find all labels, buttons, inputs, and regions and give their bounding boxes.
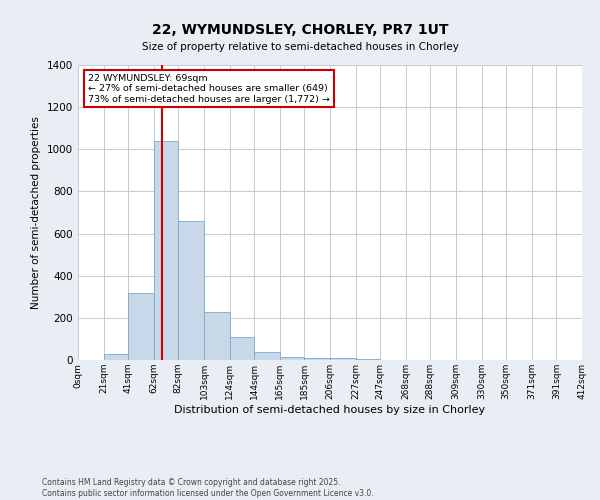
Bar [356, 359, 380, 360]
Bar [304, 358, 330, 360]
Text: 22 WYMUNDSLEY: 69sqm
← 27% of semi-detached houses are smaller (649)
73% of semi: 22 WYMUNDSLEY: 69sqm ← 27% of semi-detac… [88, 74, 330, 104]
X-axis label: Distribution of semi-detached houses by size in Chorley: Distribution of semi-detached houses by … [175, 404, 485, 414]
Bar [178, 221, 204, 360]
Bar [104, 354, 128, 360]
Text: Contains HM Land Registry data © Crown copyright and database right 2025.
Contai: Contains HM Land Registry data © Crown c… [42, 478, 374, 498]
Text: Size of property relative to semi-detached houses in Chorley: Size of property relative to semi-detach… [142, 42, 458, 52]
Bar [230, 337, 254, 360]
Bar [154, 141, 178, 360]
Bar [330, 358, 356, 360]
Y-axis label: Number of semi-detached properties: Number of semi-detached properties [31, 116, 41, 309]
Bar [280, 357, 304, 360]
Bar [204, 312, 230, 360]
Bar [128, 292, 154, 360]
Bar [254, 352, 280, 360]
Text: 22, WYMUNDSLEY, CHORLEY, PR7 1UT: 22, WYMUNDSLEY, CHORLEY, PR7 1UT [152, 22, 448, 36]
